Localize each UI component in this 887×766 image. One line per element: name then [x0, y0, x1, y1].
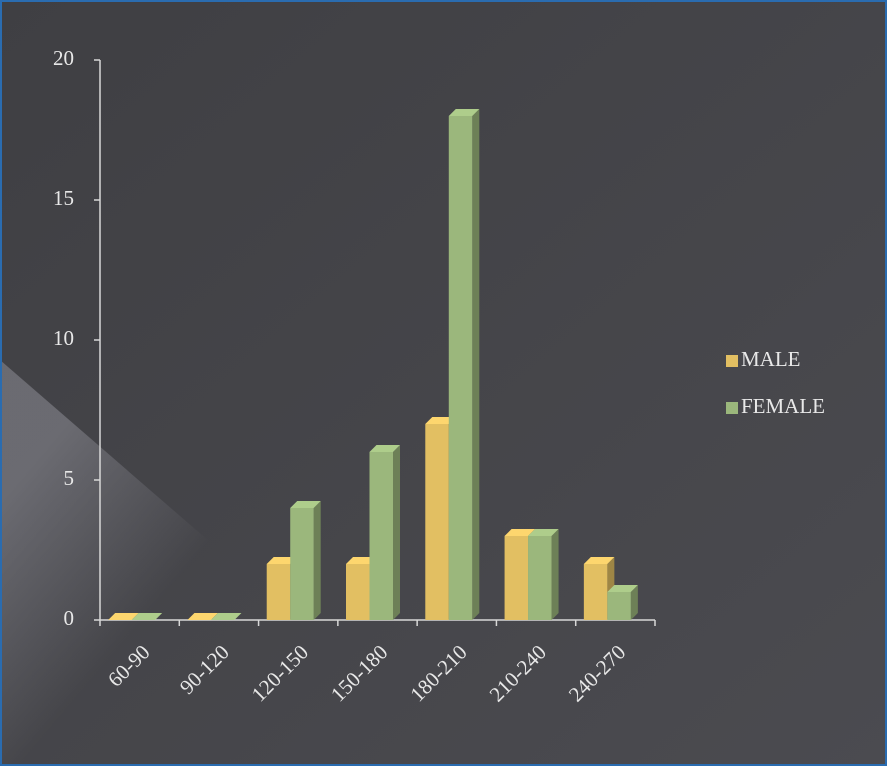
bar-top [131, 613, 163, 620]
bar [210, 613, 242, 620]
bar-front [448, 116, 473, 620]
bar-side [393, 445, 400, 620]
bar [290, 501, 321, 620]
y-tick-label: 15 [53, 186, 74, 210]
bar-front [266, 564, 291, 620]
bar-front [425, 424, 449, 620]
bar-top [607, 585, 638, 592]
y-tick-label: 10 [53, 326, 74, 350]
bar-top [187, 613, 218, 620]
bar-top [448, 109, 480, 116]
bar-top [369, 445, 400, 452]
bar-front [290, 508, 314, 620]
bar-top [266, 557, 298, 564]
bar [528, 529, 559, 620]
bar-front [583, 564, 608, 620]
bar-top [346, 557, 377, 564]
legend-swatch [726, 355, 738, 367]
bar-top [210, 613, 242, 620]
bar-side [551, 529, 559, 620]
glare [0, 360, 300, 766]
bar [131, 613, 163, 620]
legend-label: FEMALE [741, 394, 825, 418]
bar-side [472, 109, 480, 620]
bar-top [583, 557, 615, 564]
y-tick-label: 20 [53, 46, 74, 70]
bar [607, 585, 638, 620]
bar [187, 613, 218, 620]
y-tick-label: 5 [64, 466, 75, 490]
bar [448, 109, 480, 620]
bar-front [504, 536, 529, 620]
bar-top [290, 501, 321, 508]
bar-top [108, 613, 139, 620]
bar-side [630, 585, 638, 620]
bar-top [425, 417, 456, 424]
bar-top [528, 529, 559, 536]
bar-top [504, 529, 536, 536]
legend-swatch [726, 402, 738, 414]
bar-front [346, 564, 370, 620]
bar-front [369, 452, 393, 620]
legend-label: MALE [741, 347, 801, 371]
bar-front [607, 592, 631, 620]
bar [583, 557, 615, 620]
bar-front [528, 536, 552, 620]
bar [108, 613, 139, 620]
y-tick-label: 0 [64, 606, 75, 630]
bar-side [313, 501, 321, 620]
bar [369, 445, 400, 620]
